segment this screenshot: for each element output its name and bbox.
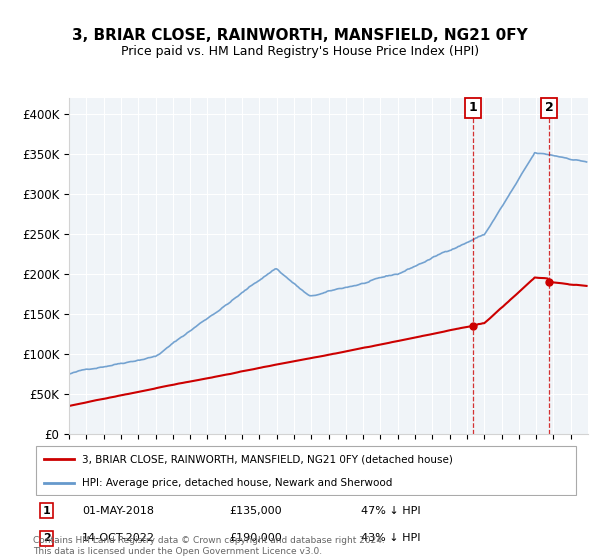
Text: Price paid vs. HM Land Registry's House Price Index (HPI): Price paid vs. HM Land Registry's House … — [121, 45, 479, 58]
Text: HPI: Average price, detached house, Newark and Sherwood: HPI: Average price, detached house, Newa… — [82, 478, 392, 488]
Text: 3, BRIAR CLOSE, RAINWORTH, MANSFIELD, NG21 0FY (detached house): 3, BRIAR CLOSE, RAINWORTH, MANSFIELD, NG… — [82, 454, 453, 464]
Text: 43% ↓ HPI: 43% ↓ HPI — [361, 533, 420, 543]
FancyBboxPatch shape — [36, 446, 576, 494]
Text: 14-OCT-2022: 14-OCT-2022 — [82, 533, 155, 543]
Text: £135,000: £135,000 — [230, 506, 282, 516]
Text: 47% ↓ HPI: 47% ↓ HPI — [361, 506, 420, 516]
Text: 2: 2 — [545, 101, 553, 114]
Text: 1: 1 — [43, 506, 50, 516]
Text: Contains HM Land Registry data © Crown copyright and database right 2024.
This d: Contains HM Land Registry data © Crown c… — [33, 536, 385, 556]
Text: 1: 1 — [468, 101, 477, 114]
Text: £190,000: £190,000 — [230, 533, 283, 543]
Text: 3, BRIAR CLOSE, RAINWORTH, MANSFIELD, NG21 0FY: 3, BRIAR CLOSE, RAINWORTH, MANSFIELD, NG… — [72, 28, 528, 43]
Text: 01-MAY-2018: 01-MAY-2018 — [82, 506, 154, 516]
Text: 2: 2 — [43, 533, 50, 543]
